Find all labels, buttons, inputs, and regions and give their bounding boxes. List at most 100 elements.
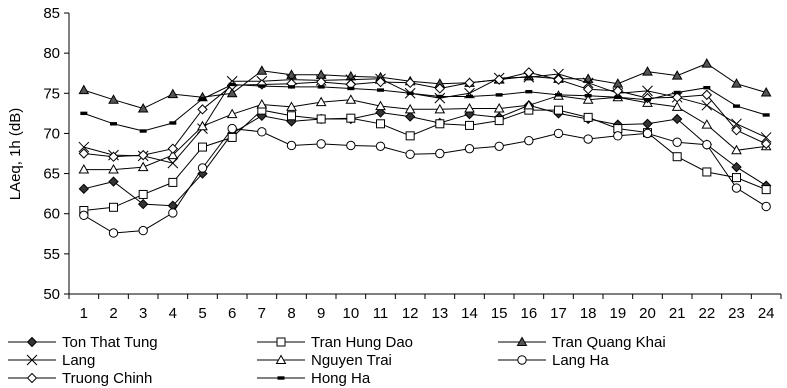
data-point — [167, 88, 179, 99]
data-point — [612, 85, 624, 97]
series-layer — [78, 58, 772, 238]
series-line — [83, 104, 767, 207]
data-point — [760, 138, 772, 150]
x-tick-label: 15 — [491, 305, 508, 322]
data-point — [256, 99, 268, 109]
legend-swatch-marker — [26, 354, 38, 366]
y-tick-label: 50 — [43, 286, 60, 303]
legend: Ton That Tung Tran Hung Dao Tran Quang Kha… — [8, 334, 666, 387]
data-point — [79, 210, 89, 221]
legend-label: Ton That Tung — [62, 334, 158, 351]
data-point — [582, 77, 594, 89]
data-point — [733, 104, 740, 108]
data-point — [78, 148, 90, 159]
data-point — [287, 111, 296, 121]
series-line — [83, 128, 767, 234]
data-point — [494, 116, 504, 126]
data-point — [493, 74, 505, 85]
data-point — [168, 208, 178, 218]
data-point — [137, 198, 149, 210]
data-point — [464, 77, 475, 89]
data-point — [582, 94, 594, 104]
data-point — [375, 100, 386, 111]
data-point — [644, 98, 651, 102]
x-tick-label: 14 — [461, 305, 478, 322]
x-tick-label: 7 — [258, 305, 266, 322]
series-line — [83, 83, 767, 132]
data-point — [495, 93, 503, 97]
data-point — [466, 94, 473, 99]
data-point — [406, 91, 414, 95]
legend-item: Truong Chinh — [8, 370, 152, 387]
legend-label: Hong Ha — [311, 370, 371, 387]
series-hong-ha — [80, 82, 770, 133]
data-point — [375, 141, 386, 151]
data-point — [554, 105, 563, 115]
data-point — [762, 113, 770, 117]
data-point — [197, 104, 208, 115]
legend-item: Ton That Tung — [8, 334, 158, 351]
legend-item: Lang — [8, 352, 95, 369]
x-tick-label: 11 — [373, 305, 389, 322]
data-point — [376, 119, 385, 129]
data-point — [199, 97, 206, 101]
data-point — [435, 148, 445, 159]
y-tick-label: 70 — [43, 125, 60, 142]
data-point — [731, 183, 742, 193]
data-point — [673, 90, 681, 95]
legend-label: Tran Hung Dao — [311, 334, 413, 351]
data-point — [108, 94, 119, 104]
data-point — [197, 163, 208, 173]
data-point — [108, 164, 119, 174]
data-point — [405, 149, 415, 160]
legend-swatch-marker — [516, 336, 528, 346]
x-tick-label: 8 — [287, 305, 295, 322]
legend-label: Lang — [62, 352, 95, 369]
x-tick-label: 16 — [520, 305, 537, 322]
data-point — [78, 183, 90, 195]
y-tick-label: 80 — [43, 45, 60, 62]
data-point — [109, 202, 118, 212]
data-point — [731, 144, 742, 155]
data-point — [672, 137, 682, 147]
legend-swatch-marker — [517, 355, 527, 365]
data-point — [227, 132, 237, 142]
data-point — [226, 87, 238, 98]
data-point — [316, 139, 326, 149]
data-point — [523, 67, 535, 78]
data-point — [197, 120, 208, 131]
data-point — [701, 119, 713, 129]
data-point — [671, 92, 683, 103]
data-point — [167, 157, 179, 169]
data-point — [523, 99, 535, 110]
data-point — [288, 85, 295, 89]
data-point — [434, 83, 446, 94]
data-point — [138, 225, 148, 236]
data-point — [760, 86, 772, 97]
data-point — [167, 149, 179, 160]
data-point — [731, 78, 742, 88]
legend-swatch-marker — [26, 336, 38, 348]
data-point — [760, 132, 772, 143]
legend-item: Lang Ha — [498, 352, 609, 369]
data-point — [465, 120, 474, 130]
x-ticks: 1 2 3 4 5 6 7 8 9 10 11 12 13 14 15 16 17 18 19 20 21 22 23 24 — [68, 294, 782, 322]
data-point — [78, 141, 90, 153]
data-point — [701, 99, 713, 111]
series-nguyen-trai — [78, 90, 772, 174]
legend-label: Tran Quang Khai — [552, 334, 666, 351]
series-line — [83, 95, 767, 171]
y-tick-label: 55 — [43, 246, 60, 263]
series-tran-hung-dao — [79, 105, 771, 216]
data-point — [405, 131, 415, 141]
data-point — [732, 173, 741, 183]
x-tick-label: 23 — [728, 305, 745, 322]
data-point — [672, 152, 682, 162]
data-point — [347, 86, 355, 91]
data-point — [701, 58, 713, 68]
data-point — [731, 161, 742, 173]
x-tick-label: 6 — [228, 305, 236, 322]
data-point — [434, 103, 446, 114]
x-tick-label: 4 — [169, 305, 177, 322]
legend-item: Hong Ha — [257, 370, 371, 387]
